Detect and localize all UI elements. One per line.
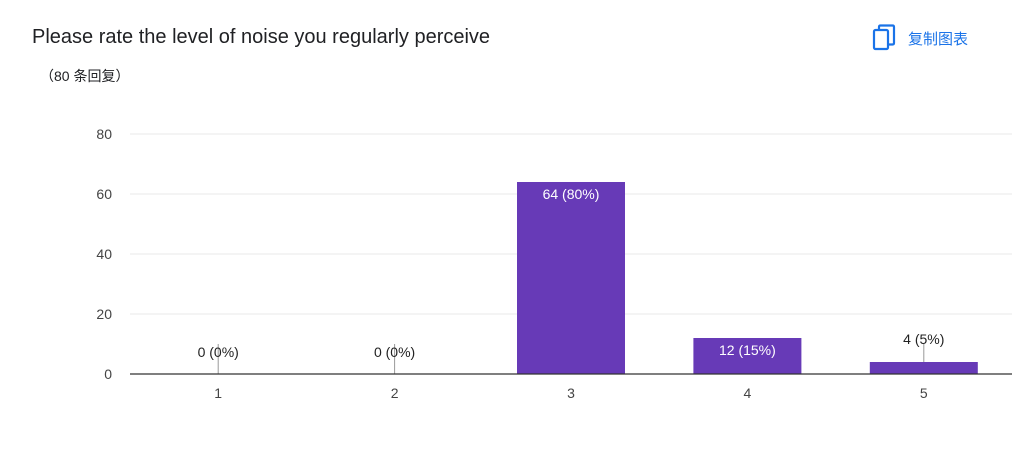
copy-icon: [872, 24, 896, 52]
data-label: 0 (0%): [374, 344, 415, 360]
x-tick-label: 1: [214, 385, 222, 401]
y-tick-label: 80: [96, 126, 112, 142]
x-tick-label: 3: [567, 385, 575, 401]
data-label: 12 (15%): [719, 342, 776, 358]
y-tick-label: 0: [104, 366, 112, 382]
bar: [517, 182, 625, 374]
y-tick-label: 60: [96, 186, 112, 202]
y-tick-label: 20: [96, 306, 112, 322]
response-count: （80 条回复）: [40, 68, 130, 84]
chart-title: Please rate the level of noise you regul…: [32, 26, 491, 48]
copy-chart-label: 复制图表: [908, 30, 969, 48]
data-label: 0 (0%): [198, 344, 239, 360]
bar: [693, 338, 802, 374]
y-tick-label: 40: [96, 246, 112, 262]
x-tick-label: 5: [920, 385, 928, 401]
x-tick-label: 2: [391, 385, 399, 401]
x-tick-label: 4: [744, 385, 752, 401]
data-label: 4 (5%): [903, 331, 944, 347]
bar: [869, 362, 978, 374]
copy-chart-button[interactable]: 复制图表: [872, 20, 968, 56]
data-label: 64 (80%): [543, 186, 600, 202]
